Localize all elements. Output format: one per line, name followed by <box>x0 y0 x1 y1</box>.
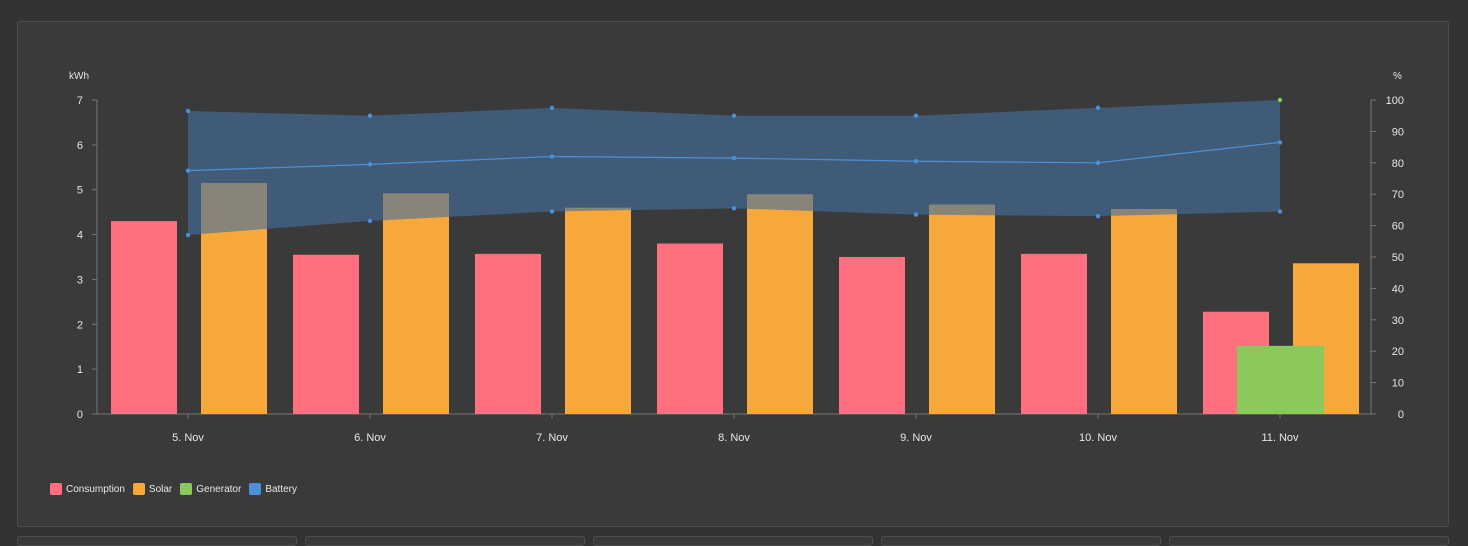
y-right-tick-label: 70 <box>1392 189 1404 201</box>
y-axis-left-unit: kWh <box>69 71 89 82</box>
battery-avg-point <box>731 155 737 161</box>
y-right-tick-label: 10 <box>1392 378 1404 390</box>
bar-solar <box>565 207 631 414</box>
bar-consumption <box>293 254 359 414</box>
x-tick-label: 9. Nov <box>900 432 932 444</box>
battery-min-point <box>1277 209 1283 214</box>
y-right-tick-label: 50 <box>1392 252 1404 264</box>
bar-consumption <box>111 221 177 414</box>
battery-min-point <box>185 232 191 238</box>
legend-swatch-generator <box>180 483 193 495</box>
y-right-tick-label: 30 <box>1392 315 1404 327</box>
battery-avg-point <box>1095 160 1101 165</box>
legend-item-solar[interactable]: Solar <box>132 483 173 495</box>
battery-min-point <box>367 218 373 224</box>
battery-max-point <box>1095 105 1101 111</box>
legend-swatch-battery <box>249 483 262 495</box>
bar-consumption <box>657 243 723 414</box>
bar-consumption <box>839 257 905 414</box>
bar-consumption <box>1021 253 1087 414</box>
y-left-tick-label: 5 <box>77 185 83 197</box>
battery-max-point <box>367 113 373 118</box>
y-right-tick-label: 90 <box>1392 126 1404 138</box>
battery-min-point <box>913 212 919 217</box>
battery-avg-point <box>549 154 555 159</box>
battery-avg-point <box>367 162 373 167</box>
y-right-tick-label: 60 <box>1392 221 1404 233</box>
y-left-tick-label: 2 <box>77 319 83 331</box>
y-left-tick-label: 6 <box>77 140 83 152</box>
battery-min-point <box>549 209 555 214</box>
battery-avg-point <box>1277 140 1283 145</box>
bar-solar <box>1111 209 1177 414</box>
bar-solar <box>747 194 813 414</box>
x-tick-label: 10. Nov <box>1079 432 1117 444</box>
legend-swatch-solar <box>132 483 145 495</box>
legend-item-battery[interactable]: Battery <box>249 483 297 495</box>
legend-swatch-consumption <box>50 483 62 495</box>
battery-max-point <box>731 113 737 118</box>
bar-generator <box>1237 345 1324 414</box>
battery-min-point <box>1095 213 1101 219</box>
x-tick-label: 7. Nov <box>536 432 568 444</box>
legend-label-solar: Solar <box>148 483 173 495</box>
legend-label-battery: Battery <box>265 483 297 495</box>
x-tick-label: 8. Nov <box>718 432 750 444</box>
legend-item-consumption[interactable]: Consumption <box>50 483 125 495</box>
battery-avg-point <box>185 168 191 173</box>
battery-avg-point <box>913 159 919 164</box>
y-right-tick-label: 40 <box>1392 283 1404 295</box>
y-left-tick-label: 0 <box>77 409 83 421</box>
y-left-tick-label: 4 <box>77 230 83 242</box>
battery-min-point <box>731 206 737 211</box>
battery-max-point <box>549 105 555 111</box>
bar-solar <box>383 193 449 414</box>
legend-label-generator: Generator <box>196 483 242 495</box>
battery-max-point <box>185 108 191 114</box>
x-tick-label: 6. Nov <box>354 432 386 444</box>
y-left-tick-label: 3 <box>77 274 83 286</box>
bar-consumption <box>475 253 541 414</box>
battery-range-area <box>188 100 1280 236</box>
y-right-tick-label: 0 <box>1398 409 1404 421</box>
chart-legend: Consumption Solar Generator Battery <box>50 483 305 495</box>
legend-label-consumption: Consumption <box>66 483 125 495</box>
y-left-tick-label: 1 <box>77 364 83 376</box>
y-right-tick-label: 20 <box>1392 346 1404 358</box>
battery-max-point <box>913 113 919 118</box>
legend-item-generator[interactable]: Generator <box>180 483 241 495</box>
bar-solar <box>929 204 995 414</box>
y-axis-right-unit: % <box>1393 71 1402 82</box>
battery-max-point <box>1277 97 1283 103</box>
y-right-tick-label: 100 <box>1386 95 1404 107</box>
y-right-tick-label: 80 <box>1392 158 1404 170</box>
y-left-tick-label: 7 <box>77 95 83 107</box>
x-tick-label: 5. Nov <box>172 432 204 444</box>
x-tick-label: 11. Nov <box>1261 432 1299 444</box>
